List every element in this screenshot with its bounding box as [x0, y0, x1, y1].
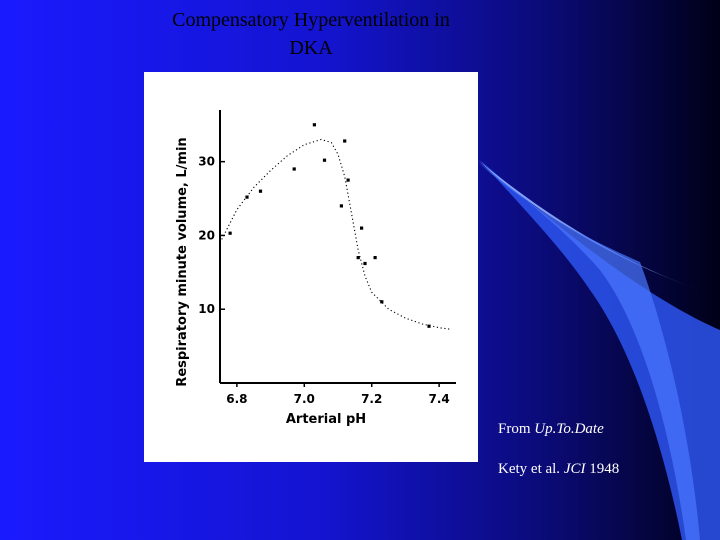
data-point-5: [322, 158, 327, 162]
chart-svg: 6.8 7.0 7.2 7.4 10 20 30 Arterial pH Respirato…: [175, 110, 456, 427]
data-point-12: [373, 256, 377, 260]
slide-title-line-1: Compensatory Hyperventilation in: [172, 9, 450, 31]
source-caption-name: Up.To.Date: [534, 421, 604, 437]
y-axis-label: Respiratory minute volume, L/min: [175, 137, 190, 386]
y-tick-label-0: 10: [198, 302, 215, 316]
data-point-9: [360, 226, 364, 230]
data-point-6: [343, 139, 347, 143]
data-point-0: [228, 231, 232, 235]
y-tick-label-2: 30: [198, 155, 215, 169]
swoosh-outer-shape: [480, 160, 720, 540]
y-tick-label-1: 20: [198, 228, 215, 242]
data-point-13: [380, 300, 384, 304]
data-point-7: [346, 178, 350, 182]
tick-labels-layer: 6.8 7.0 7.2 7.4 10 20 30: [198, 155, 449, 406]
data-point-2: [258, 189, 263, 193]
reference-caption: Kety et al. JCI 1948: [498, 461, 619, 478]
reference-authors: Kety et al.: [498, 461, 564, 477]
data-point-10: [356, 256, 360, 260]
source-caption-prefix: From: [498, 421, 535, 437]
chart-axes: [219, 110, 456, 384]
x-tick-label-1: 7.0: [294, 392, 315, 406]
data-point-3: [292, 167, 296, 171]
x-axis-label: Arterial pH: [286, 412, 366, 427]
source-caption: From Up.To.Date: [498, 421, 604, 438]
data-point-1: [245, 195, 249, 199]
x-tick-label-0: 6.8: [226, 392, 247, 406]
data-point-11: [363, 261, 367, 266]
data-point-4: [312, 123, 316, 127]
x-tick-label-2: 7.2: [361, 392, 382, 406]
data-point-14: [427, 324, 431, 328]
data-points-layer: [228, 123, 431, 328]
swoosh-inner-shape: [478, 162, 700, 540]
fitted-curve: [219, 138, 450, 330]
reference-year: 1948: [585, 461, 620, 477]
slide-title-line-2: DKA: [289, 37, 333, 59]
chart-panel: 6.8 7.0 7.2 7.4 10 20 30 Arterial pH Respirato…: [144, 72, 478, 462]
data-point-8: [339, 204, 343, 208]
x-tick-label-3: 7.4: [429, 392, 450, 406]
reference-journal: JCI: [563, 461, 586, 477]
fitted-curve-layer: [219, 138, 450, 330]
